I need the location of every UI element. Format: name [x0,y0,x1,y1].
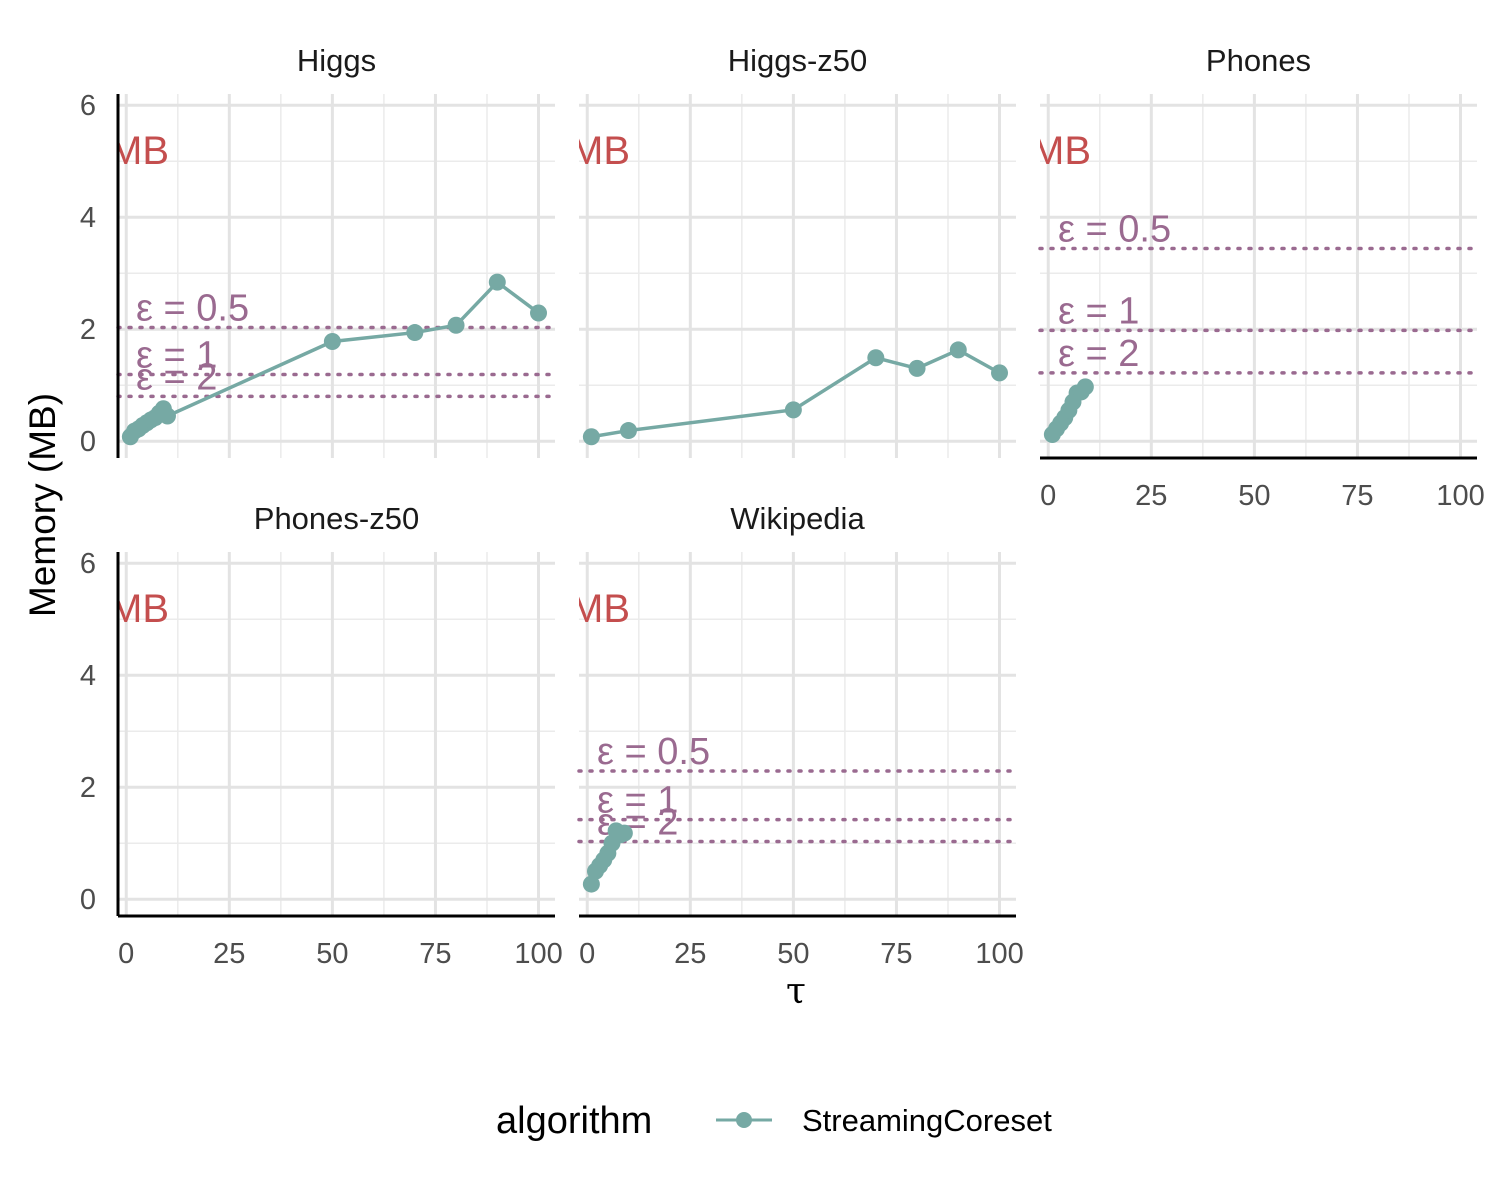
threshold-label-0-5: ε = 0.5 [597,731,710,773]
x-axis-title: τ [786,971,806,1012]
memory-label-group: MB [570,129,630,173]
data-point [530,304,548,322]
data-point [447,316,465,334]
panel-title-higgs: Higgs [297,43,376,78]
memory-label-group: MB [109,587,169,631]
memory-label: MB [570,129,630,173]
data-point [867,349,885,367]
panel-phones-z50: Phones-z50 MB 0 2 4 6 0 25 50 75 100 [80,501,563,970]
x-tick-label-75: 75 [1341,480,1373,512]
memory-label-group: MB [1031,129,1091,173]
panel-title-wikipedia: Wikipedia [730,501,865,536]
x-tick-label-0: 0 [1040,480,1056,512]
series-line-streamingcoreset [591,347,1001,439]
legend-title: algorithm [496,1100,652,1142]
data-point [488,273,506,291]
data-point [615,824,633,842]
x-tick-label-0: 0 [118,938,134,970]
threshold-label-2: ε = 2 [1058,333,1139,375]
y-tick-label-4: 4 [80,202,96,234]
panel-title-phones-z50: Phones-z50 [254,501,419,536]
threshold-label-1: ε = 1 [597,780,678,822]
y-tick-label-0: 0 [80,426,96,458]
panel-higgs-z50: Higgs-z50 MB [570,43,1016,458]
panel-title-phones: Phones [1206,43,1311,78]
y-tick-label-6: 6 [80,548,96,580]
x-tick-label-25: 25 [674,938,706,970]
threshold-label-1: ε = 1 [136,335,217,377]
x-tick-label-50: 50 [316,938,348,970]
panel-phones: Phones MB ε = 0.5 ε = 1ε = 2 0 25 50 75 100 [1031,43,1485,512]
x-tick-label-50: 50 [1238,480,1270,512]
data-point [582,875,600,893]
data-point [582,428,600,446]
panel-higgs: Higgs MB ε = 0.5 ε = 1ε = 2 0 2 4 6 [80,43,557,458]
x-tick-label-75: 75 [880,938,912,970]
memory-label-group: MB [570,587,630,631]
y-tick-label-2: 2 [80,314,96,346]
data-point [991,364,1009,382]
legend-key-point [736,1112,752,1128]
data-point [784,401,802,419]
data-point [406,324,424,342]
x-tick-label-0: 0 [579,938,595,970]
x-tick-label-75: 75 [419,938,451,970]
y-tick-label-6: 6 [80,90,96,122]
x-tick-label-100: 100 [514,938,562,970]
legend: algorithm StreamingCoreset [496,1100,1052,1142]
panel-title-higgs-z50: Higgs-z50 [728,43,868,78]
y-tick-label-0: 0 [80,884,96,916]
x-tick-label-25: 25 [1135,480,1167,512]
memory-label: MB [570,587,630,631]
threshold-label-1: ε = 1 [1058,290,1139,332]
x-tick-label-100: 100 [975,938,1023,970]
threshold-label-0-5: ε = 0.5 [1058,209,1171,251]
x-tick-label-25: 25 [213,938,245,970]
memory-label-group: MB [109,129,169,173]
y-tick-label-2: 2 [80,772,96,804]
data-point [158,407,176,425]
legend-entry-streamingcoreset: StreamingCoreset [802,1103,1052,1138]
x-tick-label-50: 50 [777,938,809,970]
data-point [908,359,926,377]
memory-label: MB [109,587,169,631]
y-tick-label-4: 4 [80,660,96,692]
memory-label: MB [1031,129,1091,173]
memory-label: MB [109,129,169,173]
data-point [619,422,637,440]
x-tick-label-100: 100 [1436,480,1484,512]
y-axis-title: Memory (MB) [22,393,63,617]
data-point [1076,378,1094,396]
threshold-label-2: ε = 2 [136,356,217,398]
threshold-label-0-5: ε = 0.5 [136,288,249,330]
data-point [949,341,967,359]
data-point [323,333,341,351]
